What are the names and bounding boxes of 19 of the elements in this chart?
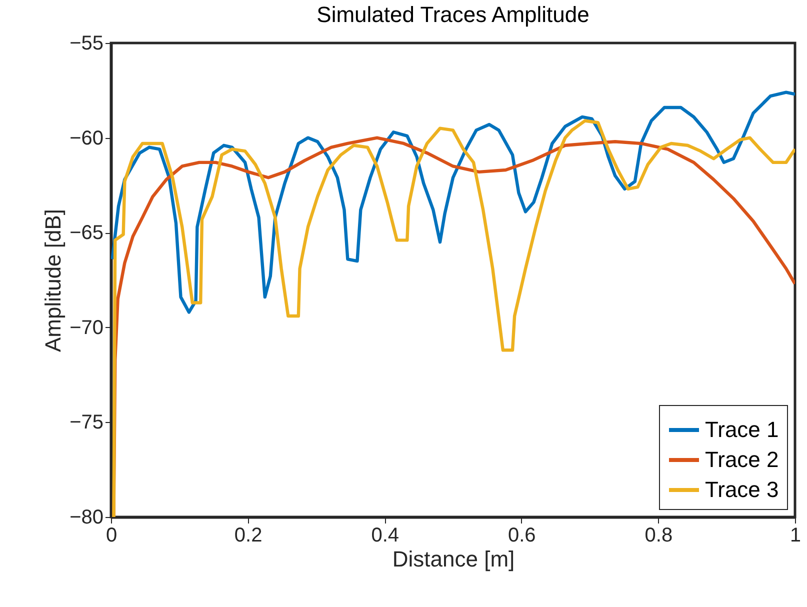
legend-label: Trace 2 (705, 447, 779, 472)
y-tick-label: −70 (70, 316, 104, 339)
line-series (111, 90, 795, 314)
y-tick-label: −60 (70, 127, 104, 150)
legend-label: Trace 1 (705, 417, 779, 442)
x-tick-label: 0.6 (508, 524, 536, 546)
legend-label: Trace 3 (705, 477, 779, 502)
x-tick-label: 0 (106, 524, 118, 546)
x-axis-title: Distance [m] (392, 546, 515, 572)
x-tick-label: 0.2 (234, 524, 262, 546)
y-tick-label: −65 (70, 222, 104, 244)
x-tick-label: 0.8 (644, 524, 673, 546)
y-tick-label: −80 (70, 506, 104, 528)
x-tick-label: 0.4 (371, 524, 400, 546)
y-axis-title: Amplitude [dB] (40, 208, 66, 352)
y-tick-label: −55 (70, 32, 104, 54)
chart-title: Simulated Traces Amplitude (316, 2, 590, 27)
y-tick-label: −75 (70, 412, 104, 434)
x-tick-label: 1 (790, 524, 802, 546)
